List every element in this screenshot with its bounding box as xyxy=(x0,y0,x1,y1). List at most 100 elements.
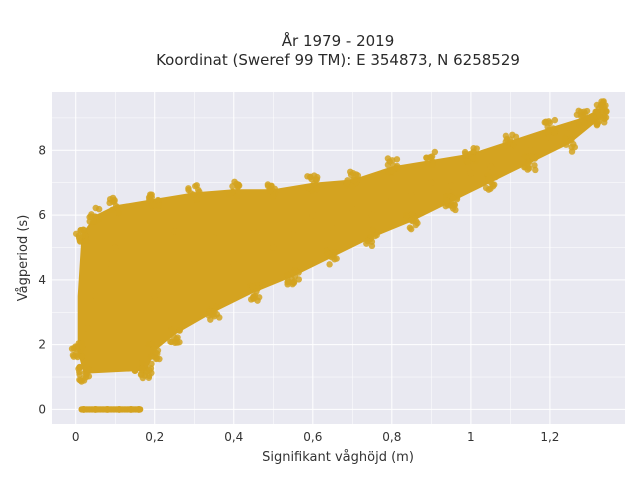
scatter-point xyxy=(470,154,477,162)
scatter-point xyxy=(304,173,311,180)
scatter-point xyxy=(447,182,455,190)
scatter-point xyxy=(271,185,279,192)
scatter-point xyxy=(369,226,376,233)
scatter-point xyxy=(136,406,144,413)
chart-title: År 1979 - 2019 xyxy=(282,31,395,50)
x-tick-label: 1,2 xyxy=(540,430,559,444)
scatter-point xyxy=(82,238,90,245)
x-tick-label: 0,2 xyxy=(145,430,164,444)
scatter-point xyxy=(464,158,471,165)
scatter-point xyxy=(502,132,510,140)
scatter-point xyxy=(603,108,610,115)
scatter-point xyxy=(344,177,351,184)
scatter-point xyxy=(78,353,85,360)
scatter-point xyxy=(269,193,277,201)
scatter-point xyxy=(151,292,159,300)
scatter-point xyxy=(566,124,574,132)
scatter-point xyxy=(150,345,157,353)
scatter-point xyxy=(384,155,392,162)
y-tick-label: 2 xyxy=(38,338,46,352)
scatter-point xyxy=(393,156,401,163)
scatter-point xyxy=(174,334,181,341)
scatter-point xyxy=(284,279,291,286)
scatter-point xyxy=(461,148,469,156)
scatter-point xyxy=(388,195,396,203)
scatter-point xyxy=(138,365,146,372)
scatter-point xyxy=(427,179,435,187)
scatter-point xyxy=(408,217,415,224)
scatter-point xyxy=(86,366,93,373)
scatter-point xyxy=(388,167,396,175)
scatter-point xyxy=(143,367,151,375)
scatter-point xyxy=(190,260,198,268)
scatter-point xyxy=(571,143,578,151)
scatter-point xyxy=(155,202,163,209)
scatter-point xyxy=(137,371,145,378)
scatter-point xyxy=(103,260,111,268)
scatter-point xyxy=(233,193,241,200)
scatter-point xyxy=(428,162,436,169)
scatter-point xyxy=(593,108,600,115)
scatter-point xyxy=(313,185,320,193)
scatter-point xyxy=(448,202,456,209)
scatter-point xyxy=(575,121,583,129)
scatter-point xyxy=(69,351,77,359)
scatter-point xyxy=(253,288,260,295)
y-tick-label: 4 xyxy=(38,273,46,287)
scatter-point xyxy=(309,211,317,219)
scatter-point xyxy=(289,231,297,238)
scatter-point xyxy=(561,134,568,142)
scatter-point xyxy=(368,242,376,250)
y-axis-title: Vågperiod (s) xyxy=(16,215,31,302)
scatter-point xyxy=(115,209,122,217)
scatter-point xyxy=(510,142,517,149)
scatter-point xyxy=(196,188,203,195)
x-tick-label: 1 xyxy=(467,430,475,444)
scatter-point xyxy=(95,205,103,213)
scatter-point xyxy=(250,224,257,232)
scatter-point xyxy=(193,196,200,204)
scatter-point xyxy=(206,310,213,317)
x-axis-ticks: 0 0,2 0,4 0,6 0,8 1 1,2 xyxy=(72,430,560,444)
scatter-point xyxy=(551,116,559,124)
scatter-point xyxy=(289,280,296,288)
scatter-point xyxy=(225,191,232,198)
scatter-point xyxy=(524,160,531,167)
scatter-point xyxy=(373,231,380,239)
scatter-point xyxy=(470,148,477,155)
scatter-point xyxy=(145,341,153,348)
scatter-point xyxy=(526,146,534,154)
scatter-point xyxy=(485,175,493,182)
y-tick-label: 6 xyxy=(38,208,46,222)
scatter-point xyxy=(423,154,430,161)
scatter-point xyxy=(524,166,531,173)
scatter-point xyxy=(347,171,355,179)
scatter-point xyxy=(295,269,302,276)
scatter-point xyxy=(568,136,575,143)
x-tick-label: 0 xyxy=(72,430,80,444)
scatter-point xyxy=(586,114,593,122)
scatter-point xyxy=(350,177,358,184)
scatter-point xyxy=(256,294,263,301)
scatter-point xyxy=(531,162,538,169)
scatter-point xyxy=(190,191,197,198)
scatter-point xyxy=(487,163,495,170)
scatter-point xyxy=(249,283,256,290)
scatter-point xyxy=(76,363,84,371)
y-tick-label: 0 xyxy=(38,402,46,416)
scatter-point xyxy=(408,192,416,200)
scatter-point xyxy=(264,181,272,188)
scatter-point xyxy=(546,119,553,127)
scatter-point xyxy=(305,184,312,192)
scatter-point xyxy=(85,373,93,380)
scatter-point xyxy=(230,260,238,268)
scatter-point xyxy=(148,194,156,201)
scatter-point xyxy=(138,359,146,366)
scatter-point xyxy=(348,183,356,191)
x-tick-label: 0,4 xyxy=(224,430,243,444)
scatter-point xyxy=(368,211,376,219)
scatter-point xyxy=(581,119,588,127)
scatter-point xyxy=(235,181,242,189)
scatter-point xyxy=(266,187,274,195)
scatter-point xyxy=(229,183,236,190)
